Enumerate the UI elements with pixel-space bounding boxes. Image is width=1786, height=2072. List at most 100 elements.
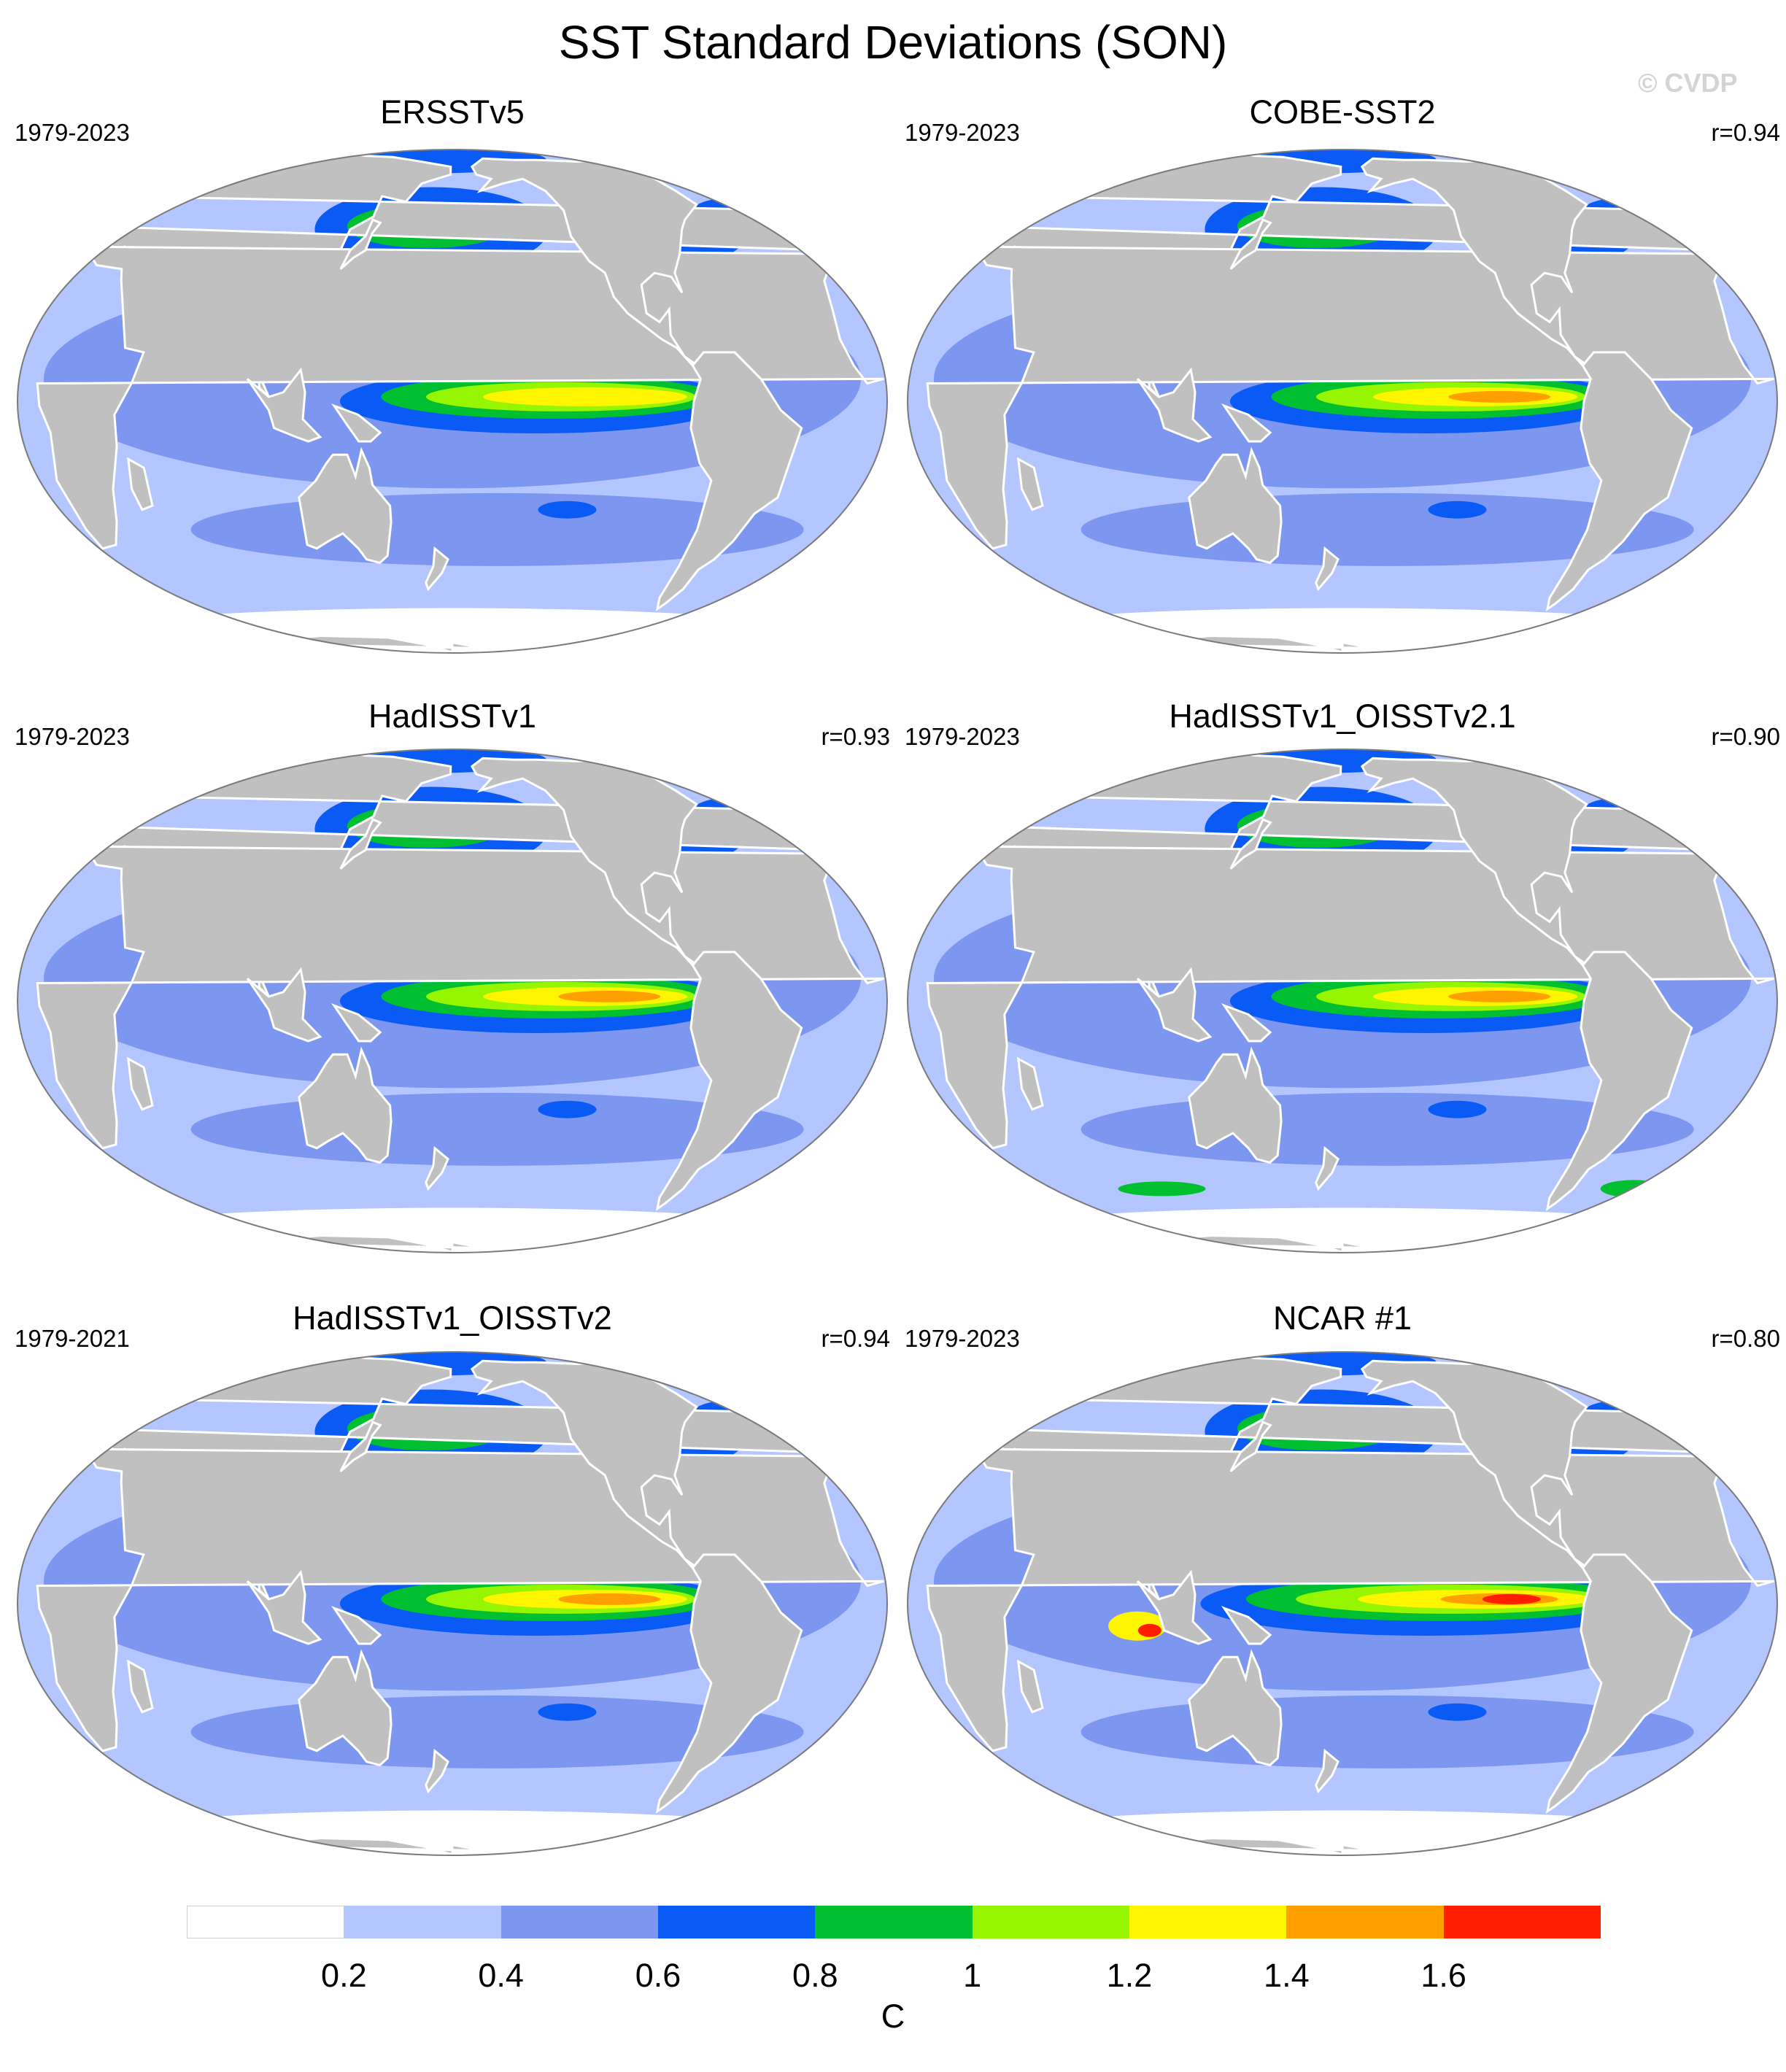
map-content (18, 150, 887, 653)
map-border (17, 149, 888, 654)
map-content (908, 749, 1777, 1253)
map-content (18, 749, 887, 1253)
southern-ocean-high-1 (1118, 1181, 1206, 1197)
south-pacific-patch (538, 1703, 597, 1721)
sst-std-map (907, 149, 1778, 654)
south-pacific-patch (1428, 500, 1487, 519)
madagascar-landmass (126, 1659, 154, 1714)
sst-std-map (17, 749, 888, 1253)
map-border (907, 749, 1778, 1253)
panel-period: 1979-2023 (15, 119, 130, 146)
colorbar-tick-label: 1 (963, 1957, 982, 1994)
enso-band-5 (1448, 990, 1551, 1002)
colorbar (187, 1906, 1601, 1938)
japan-landmass (339, 818, 382, 870)
japan-landmass (339, 218, 382, 270)
panel-title: COBE-SST2 (1249, 93, 1436, 131)
panel-period: 1979-2023 (15, 723, 130, 750)
south-america-landmass (1545, 351, 1693, 611)
enso-band-5 (558, 1593, 661, 1605)
australia-landmass (298, 1046, 393, 1164)
australia-landmass (1188, 1649, 1283, 1767)
indonesia-landmass (246, 1569, 322, 1645)
south-america-landmass (655, 1553, 803, 1814)
australia-landmass (298, 1649, 393, 1767)
map-content (908, 150, 1777, 653)
colorbar-tick-label: 0.4 (478, 1957, 524, 1994)
madagascar-landmass (126, 457, 154, 511)
panel-period: 1979-2021 (15, 1325, 130, 1352)
panel-correlation: r=0.94 (821, 1325, 891, 1352)
panel-period: 1979-2023 (905, 1325, 1020, 1352)
enso-band-4 (483, 387, 688, 406)
indian-ocean-peak (1137, 1623, 1161, 1637)
panel-title: NCAR #1 (1272, 1299, 1412, 1337)
new-guinea-landmass (1221, 403, 1272, 443)
southern-ocean-low (73, 1810, 832, 1855)
southern-ocean-low (963, 1207, 1722, 1253)
enso-band-5 (1448, 390, 1551, 403)
madagascar-landmass (126, 1056, 154, 1111)
arctic-band-2 (199, 1352, 287, 1369)
panel-correlation: r=0.80 (1711, 1325, 1781, 1352)
map-border (17, 1351, 888, 1856)
arctic-band-2 (199, 749, 287, 766)
japan-landmass (1229, 818, 1272, 870)
colorbar-swatch (344, 1906, 502, 1938)
new-zealand-landmass (1315, 1145, 1340, 1191)
map-content (18, 1352, 887, 1855)
sst-std-map (907, 749, 1778, 1253)
panel-period: 1979-2023 (905, 723, 1020, 750)
southern-ocean-low (963, 1810, 1722, 1855)
new-zealand-landmass (425, 1145, 449, 1191)
panel-correlation: r=0.93 (821, 723, 891, 750)
panel-title: HadISSTv1_OISSTv2 (293, 1299, 612, 1337)
colorbar-swatch (1443, 1906, 1601, 1938)
madagascar-landmass (1016, 1056, 1044, 1111)
colorbar-swatch (1129, 1906, 1287, 1938)
map-content (908, 1352, 1777, 1855)
arctic-band-2 (1089, 1352, 1178, 1369)
sst-std-map (17, 149, 888, 654)
australia-landmass (1188, 447, 1283, 565)
southern-ocean-low (963, 608, 1722, 653)
panel-title: HadISSTv1_OISSTv2.1 (1169, 697, 1516, 735)
new-guinea-landmass (330, 1606, 382, 1645)
south-pacific-patch (1428, 1100, 1487, 1118)
colorbar-tick-label: 0.6 (635, 1957, 681, 1994)
arctic-band-2 (1089, 150, 1178, 166)
panel-correlation: r=0.90 (1711, 723, 1781, 750)
australia-landmass (298, 447, 393, 565)
enso-band-6 (1482, 1593, 1541, 1604)
indonesia-landmass (1136, 367, 1213, 443)
indonesia-landmass (246, 367, 322, 443)
panel-period: 1979-2023 (905, 119, 1020, 146)
japan-landmass (1229, 1420, 1272, 1472)
colorbar-swatch (815, 1906, 973, 1938)
new-guinea-landmass (330, 1003, 382, 1043)
south-pacific-patch (538, 500, 597, 519)
australia-landmass (1188, 1046, 1283, 1164)
south-america-landmass (655, 951, 803, 1211)
new-zealand-landmass (425, 1748, 449, 1794)
south-america-landmass (655, 351, 803, 611)
new-zealand-landmass (425, 546, 449, 592)
map-border (907, 1351, 1778, 1856)
new-guinea-landmass (1221, 1003, 1272, 1043)
south-america-landmass (1545, 951, 1693, 1211)
new-zealand-landmass (1315, 546, 1340, 592)
arctic-band-2 (199, 150, 287, 166)
figure-title: SST Standard Deviations (SON) (558, 16, 1228, 69)
colorbar-tick-label: 1.6 (1420, 1957, 1466, 1994)
colorbar-tick-label: 0.2 (321, 1957, 367, 1994)
new-guinea-landmass (330, 403, 382, 443)
south-pacific-patch (538, 1100, 597, 1118)
madagascar-landmass (1016, 1659, 1044, 1714)
southern-ocean-low (73, 608, 832, 653)
map-border (907, 149, 1778, 654)
colorbar-swatch (1286, 1906, 1445, 1938)
colorbar-swatch (972, 1906, 1130, 1938)
south-pacific-patch (1428, 1703, 1487, 1721)
south-america-landmass (1545, 1553, 1693, 1814)
colorbar-swatch (658, 1906, 816, 1938)
